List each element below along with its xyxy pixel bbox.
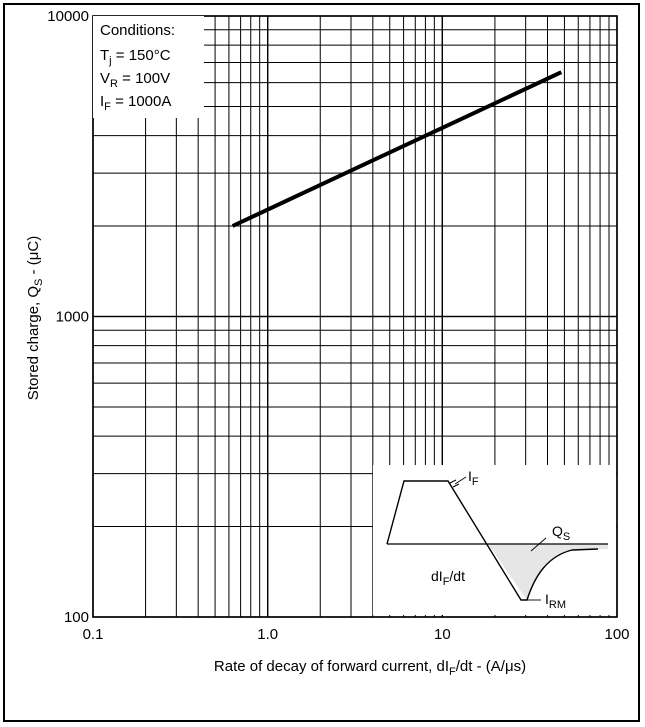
if-marker: [452, 483, 460, 488]
didt-label: dIF/dt: [431, 568, 465, 588]
conditions-box: Conditions: Tj = 150°C VR = 100V IF = 1000A: [93, 16, 204, 118]
inset-background: [373, 465, 616, 615]
x-tick-label: 1.0: [257, 626, 278, 643]
y-axis-label: Stored charge, QS - (μC): [25, 236, 45, 400]
condition-line: Tj = 150°C: [100, 47, 171, 67]
if-marker: [449, 479, 457, 484]
qs-shaded-area: [488, 544, 608, 600]
tick-labels: 0.1 1.0 10 100 100 1000 10000: [47, 8, 629, 643]
condition-line: IF = 1000A: [100, 93, 171, 113]
series-line: [231, 70, 563, 228]
plot-area-border: [92, 15, 618, 618]
qs-label: QS: [552, 523, 570, 543]
irm-label: IRM: [545, 591, 566, 611]
x-tick-label: 10: [434, 626, 451, 643]
data-series: [231, 70, 563, 228]
x-tick-label: 100: [604, 626, 629, 643]
x-axis-label: Rate of decay of forward current, dIF/dt…: [214, 658, 526, 678]
y-tick-label: 1000: [56, 309, 89, 326]
qs-leader: [530, 537, 547, 552]
current-waveform: [386, 480, 599, 601]
figure-frame: [3, 3, 640, 722]
y-tick-label: 100: [64, 609, 89, 626]
x-tick-label: 0.1: [83, 626, 104, 643]
if-label: IF: [468, 468, 479, 488]
conditions-title: Conditions:: [100, 22, 175, 39]
condition-line: VR = 100V: [100, 70, 170, 90]
conditions-background: [93, 16, 204, 118]
y-tick-label: 10000: [47, 8, 89, 25]
if-leader: [454, 476, 467, 485]
reverse-recovery-inset: IF QS dIF/dt IRM: [373, 465, 616, 615]
